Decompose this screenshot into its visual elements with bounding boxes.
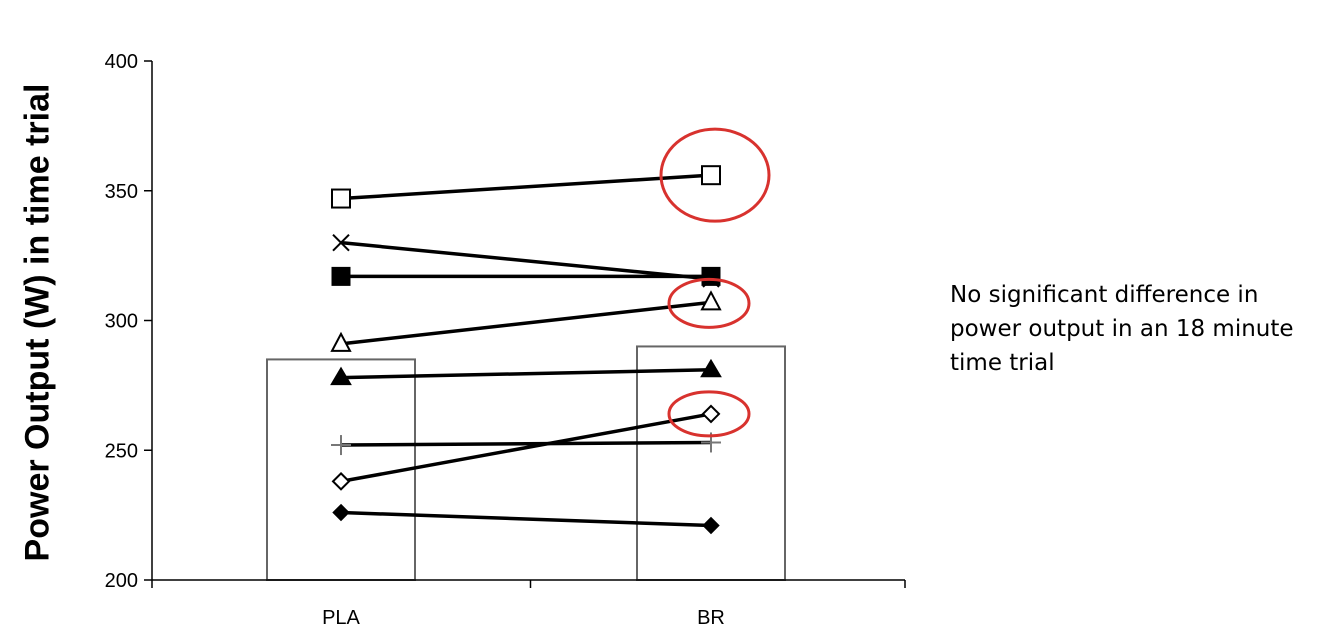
subject-line bbox=[340, 412, 712, 484]
highlight-ellipse bbox=[667, 277, 751, 329]
filled-triangle-marker bbox=[330, 366, 352, 386]
y-tick-label: 350 bbox=[105, 181, 138, 203]
subject-line bbox=[340, 173, 712, 201]
filled-diamond-marker bbox=[332, 503, 350, 522]
x-marker bbox=[332, 233, 350, 252]
filled-diamond-marker bbox=[702, 516, 720, 535]
y-tick-label: 300 bbox=[105, 311, 138, 333]
open-square-marker bbox=[331, 188, 351, 209]
y-tick-label: 400 bbox=[105, 51, 138, 73]
subject-line bbox=[340, 510, 712, 528]
annotation-text: No significant difference in power outpu… bbox=[950, 282, 1294, 376]
highlight-ellipse bbox=[667, 390, 751, 438]
filled-triangle-marker bbox=[700, 358, 722, 378]
y-tick-label: 250 bbox=[105, 440, 138, 462]
open-triangle-marker bbox=[330, 331, 352, 352]
subject-line bbox=[340, 240, 712, 281]
bar-br bbox=[636, 345, 786, 582]
y-axis-label-wrap: Power Output (W) in time trial bbox=[8, 0, 68, 644]
subject-line bbox=[340, 368, 712, 380]
bar-pla bbox=[266, 358, 416, 581]
y-tick-label: 200 bbox=[105, 570, 138, 592]
highlight-ellipse bbox=[659, 127, 771, 223]
open-diamond-marker bbox=[331, 471, 351, 491]
open-diamond-marker bbox=[701, 404, 721, 424]
subject-line bbox=[340, 440, 712, 447]
x-tick-label: PLA bbox=[322, 607, 360, 629]
filled-square-marker bbox=[701, 266, 721, 286]
x-tick-label: BR bbox=[697, 607, 725, 629]
open-triangle-marker bbox=[700, 290, 722, 311]
filled-square-marker bbox=[331, 266, 351, 286]
open-square-marker bbox=[701, 165, 721, 186]
subject-line bbox=[340, 300, 712, 346]
y-axis-label: Power Output (W) in time trial bbox=[18, 83, 57, 561]
